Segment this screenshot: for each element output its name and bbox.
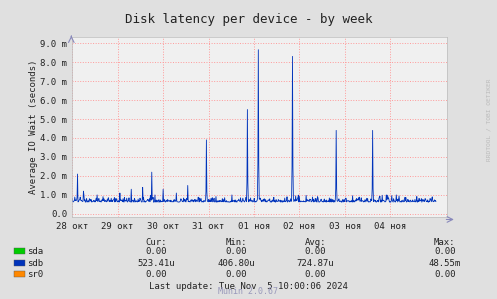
Text: 0.00: 0.00 [305, 270, 327, 279]
Text: RRDTOOL / TOBI OETIKER: RRDTOOL / TOBI OETIKER [486, 78, 491, 161]
Text: sr0: sr0 [27, 270, 43, 279]
Text: Munin 2.0.67: Munin 2.0.67 [219, 287, 278, 296]
Text: 523.41u: 523.41u [138, 259, 175, 268]
Text: 724.87u: 724.87u [297, 259, 334, 268]
Text: Last update: Tue Nov  5 10:00:06 2024: Last update: Tue Nov 5 10:00:06 2024 [149, 282, 348, 291]
Text: Disk latency per device - by week: Disk latency per device - by week [125, 13, 372, 26]
Text: 48.55m: 48.55m [429, 259, 461, 268]
Text: 406.80u: 406.80u [217, 259, 255, 268]
Text: sdb: sdb [27, 259, 43, 268]
Text: 0.00: 0.00 [225, 247, 247, 256]
Text: 0.00: 0.00 [225, 270, 247, 279]
Text: 0.00: 0.00 [305, 247, 327, 256]
Text: 0.00: 0.00 [146, 247, 167, 256]
Text: Avg:: Avg: [305, 238, 327, 247]
Text: 0.00: 0.00 [434, 247, 456, 256]
Text: Cur:: Cur: [146, 238, 167, 247]
Text: Min:: Min: [225, 238, 247, 247]
Text: Max:: Max: [434, 238, 456, 247]
Text: 0.00: 0.00 [434, 270, 456, 279]
Text: 0.00: 0.00 [146, 270, 167, 279]
Text: sda: sda [27, 247, 43, 256]
Y-axis label: Average IO Wait (seconds): Average IO Wait (seconds) [28, 60, 38, 194]
